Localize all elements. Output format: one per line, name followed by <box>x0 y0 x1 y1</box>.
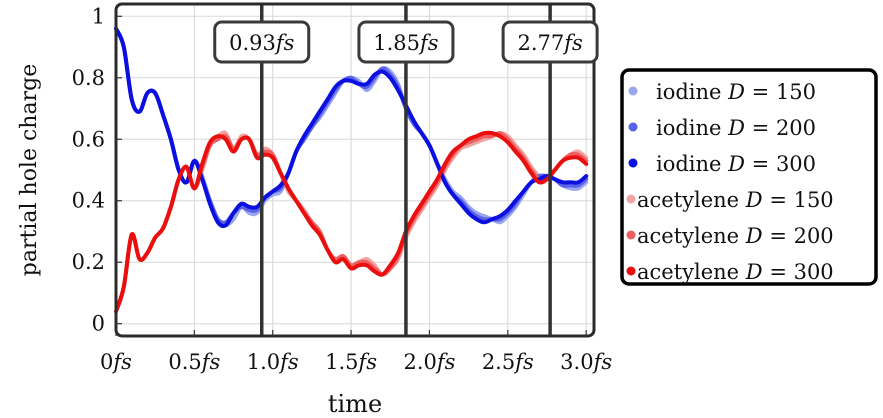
x-tick-label: 3.0fs <box>560 350 612 374</box>
x-tick-label: 0.5fs <box>168 350 220 374</box>
x-tick-label: 1.0fs <box>247 350 299 374</box>
annotation-boxes: 0.93fs 1.85fs 2.77fs <box>213 20 599 64</box>
legend-label: acetylene D = 300 <box>637 260 834 284</box>
annotation-label: 2.77fs <box>517 31 583 55</box>
legend-label: iodine D = 300 <box>656 152 816 176</box>
annotation-box <box>501 20 599 64</box>
x-axis-label: time <box>328 390 382 418</box>
legend-label: iodine D = 200 <box>656 116 816 140</box>
plot-frame <box>114 2 596 338</box>
series-layer <box>114 26 589 314</box>
legend-label: iodine D = 150 <box>656 80 816 104</box>
annotation-box <box>357 20 455 64</box>
x-tick-label: 0fs <box>100 350 132 374</box>
x-tick-label: 1.5fs <box>325 350 377 374</box>
axis-ticks: 0fs 0.5fs 1.0fs 1.5fs 2.0fs 2.5fs 3.0fs 0 0.2 0.4… <box>72 4 613 374</box>
y-tick-label: 0.4 <box>72 189 105 213</box>
legend-box <box>620 68 878 286</box>
annotation-label: 1.85fs <box>373 31 439 55</box>
x-tick-label: 2.5fs <box>482 350 534 374</box>
x-tick-label: 2.0fs <box>403 350 455 374</box>
series-line <box>114 130 589 314</box>
y-tick-label: 0 <box>92 312 105 336</box>
series-line <box>114 26 589 228</box>
y-axis-label: partial hole charge <box>17 64 42 276</box>
annotation-box <box>213 20 311 64</box>
y-tick-label: 0.2 <box>72 250 105 274</box>
y-tick-label: 0.8 <box>72 66 105 90</box>
legend-label: acetylene D = 200 <box>637 224 834 248</box>
y-tick-label: 0.6 <box>72 127 105 151</box>
legend-label: acetylene D = 150 <box>637 188 834 212</box>
legend: iodine D = 150 iodine D = 200 iodine D = 3… <box>626 80 834 284</box>
annotation-label: 0.93fs <box>229 31 295 55</box>
y-tick-label: 1 <box>92 4 105 28</box>
